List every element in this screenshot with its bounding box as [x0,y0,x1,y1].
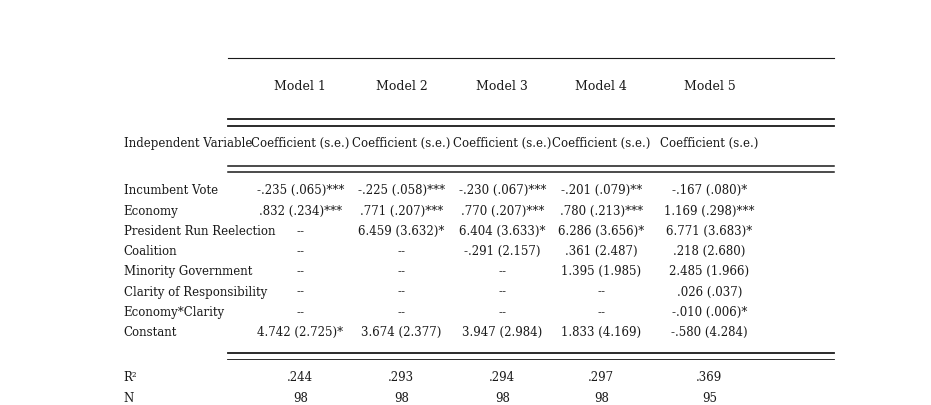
Text: 1.395 (1.985): 1.395 (1.985) [561,265,641,278]
Text: -.230 (.067)***: -.230 (.067)*** [459,184,546,197]
Text: Incumbent Vote: Incumbent Vote [124,184,218,197]
Text: --: -- [398,286,405,298]
Text: Clarity of Responsibility: Clarity of Responsibility [124,286,267,298]
Text: --: -- [398,306,405,319]
Text: Model 2: Model 2 [375,80,427,93]
Text: -.010 (.006)*: -.010 (.006)* [672,306,748,319]
Text: President Run Reelection: President Run Reelection [124,225,275,238]
Text: .770 (.207)***: .770 (.207)*** [461,205,544,217]
Text: 1.169 (.298)***: 1.169 (.298)*** [664,205,755,217]
Text: .369: .369 [696,371,722,384]
Text: 6.771 (3.683)*: 6.771 (3.683)* [667,225,752,238]
Text: .293: .293 [388,371,414,384]
Text: -.580 (4.284): -.580 (4.284) [671,326,748,339]
Text: -.167 (.080)*: -.167 (.080)* [672,184,747,197]
Text: --: -- [398,245,405,258]
Text: Coefficient (s.e.): Coefficient (s.e.) [453,136,551,149]
Text: 6.459 (3.632)*: 6.459 (3.632)* [358,225,445,238]
Text: .218 (2.680): .218 (2.680) [673,245,746,258]
Text: --: -- [598,286,605,298]
Text: .780 (.213)***: .780 (.213)*** [560,205,642,217]
Text: .026 (.037): .026 (.037) [677,286,742,298]
Text: 2.485 (1.966): 2.485 (1.966) [669,265,749,278]
Text: Minority Government: Minority Government [124,265,252,278]
Text: .771 (.207)***: .771 (.207)*** [359,205,443,217]
Text: Coalition: Coalition [124,245,177,258]
Text: Coefficient (s.e.): Coefficient (s.e.) [660,136,759,149]
Text: --: -- [296,306,304,319]
Text: Model 5: Model 5 [683,80,735,93]
Text: -.235 (.065)***: -.235 (.065)*** [257,184,344,197]
Text: --: -- [296,286,304,298]
Text: .832 (.234)***: .832 (.234)*** [259,205,342,217]
Text: .244: .244 [288,371,314,384]
Text: -.201 (.079)**: -.201 (.079)** [560,184,641,197]
Text: 6.404 (3.633)*: 6.404 (3.633)* [459,225,546,238]
Text: 98: 98 [293,392,308,405]
Text: -.291 (2.157): -.291 (2.157) [465,245,541,258]
Text: 95: 95 [702,392,717,405]
Text: Model 4: Model 4 [575,80,627,93]
Text: 1.833 (4.169): 1.833 (4.169) [561,326,641,339]
Text: 4.742 (2.725)*: 4.742 (2.725)* [257,326,344,339]
Text: -.225 (.058)***: -.225 (.058)*** [358,184,445,197]
Text: --: -- [398,265,405,278]
Text: --: -- [296,225,304,238]
Text: R²: R² [124,371,137,384]
Text: --: -- [296,265,304,278]
Text: --: -- [598,306,605,319]
Text: Constant: Constant [124,326,177,339]
Text: --: -- [498,306,506,319]
Text: .297: .297 [588,371,614,384]
Text: N: N [124,392,134,405]
Text: Economy: Economy [124,205,179,217]
Text: Economy*Clarity: Economy*Clarity [124,306,224,319]
Text: 3.947 (2.984): 3.947 (2.984) [463,326,543,339]
Text: 3.674 (2.377): 3.674 (2.377) [361,326,441,339]
Text: Coefficient (s.e.): Coefficient (s.e.) [352,136,451,149]
Text: --: -- [296,245,304,258]
Text: 98: 98 [495,392,510,405]
Text: Coefficient (s.e.): Coefficient (s.e.) [251,136,349,149]
Text: --: -- [498,265,506,278]
Text: Model 3: Model 3 [477,80,528,93]
Text: 98: 98 [394,392,409,405]
Text: 98: 98 [594,392,609,405]
Text: 6.286 (3.656)*: 6.286 (3.656)* [558,225,644,238]
Text: Model 1: Model 1 [275,80,326,93]
Text: Independent Variable: Independent Variable [124,136,252,149]
Text: .361 (2.487): .361 (2.487) [565,245,638,258]
Text: .294: .294 [490,371,516,384]
Text: Coefficient (s.e.): Coefficient (s.e.) [552,136,651,149]
Text: --: -- [498,286,506,298]
